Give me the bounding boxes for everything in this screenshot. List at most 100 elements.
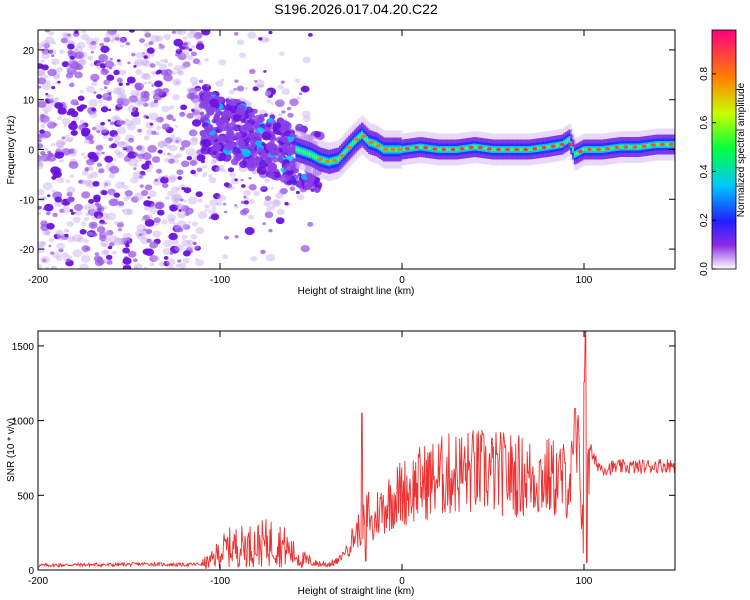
spectrogram-speck <box>116 126 127 135</box>
spectrogram-peak <box>339 153 345 158</box>
spectrogram-speck <box>287 112 294 118</box>
spectrogram-speck <box>122 208 132 216</box>
spectrogram-peak <box>404 147 410 151</box>
spectrogram-speck <box>148 162 152 166</box>
spectrogram-peak <box>650 143 656 147</box>
spectrogram-speck <box>194 245 201 251</box>
spectrogram-speck <box>68 122 78 131</box>
spectrogram-blob <box>286 147 294 155</box>
spectrogram-ridge-cell <box>601 147 605 152</box>
spectrogram-speck <box>41 82 52 91</box>
spectrogram-speck <box>177 52 187 61</box>
spectrogram-speck <box>142 152 152 160</box>
spectrogram-speck <box>139 38 145 43</box>
spectrogram-speck <box>68 60 79 69</box>
spectrogram-ridge-cell <box>359 134 363 139</box>
spectrogram-ridge-cell <box>557 143 561 147</box>
spectrogram-speck <box>38 206 42 210</box>
spectrogram-speck <box>103 79 111 86</box>
spectrogram-speck <box>48 31 55 36</box>
spectrogram-speck <box>116 77 123 83</box>
spectrogram-speck <box>120 98 130 106</box>
spectrogram-speck <box>98 222 105 227</box>
spectrogram-ridge-cell <box>501 147 505 152</box>
spectrogram-blob <box>199 111 205 116</box>
spectrogram-blob <box>214 113 219 118</box>
spectrogram-speck <box>67 148 75 154</box>
spectrogram-speck <box>122 146 128 151</box>
spectrogram-speck <box>117 200 125 207</box>
spectrogram-speck <box>148 41 154 46</box>
spectrogram-speck <box>128 30 135 33</box>
spectrogram-speck <box>93 211 104 219</box>
spectrogram-ridge-cell <box>512 147 516 152</box>
spectrogram-speck <box>177 220 187 229</box>
spectrogram-speck <box>113 221 119 225</box>
spectrogram-speck <box>295 190 300 195</box>
spectrogram-ridge-cell <box>353 139 357 144</box>
spectrogram-peak <box>486 147 492 151</box>
spectrogram-speck <box>55 255 63 261</box>
spectrogram-speck <box>107 119 111 122</box>
spectrogram-speck <box>253 190 260 196</box>
spectrogram-speck <box>78 55 82 58</box>
spectrogram-speck <box>189 76 199 84</box>
spectrogram-speck <box>248 198 255 205</box>
spectrogram-speck <box>145 116 150 119</box>
spectrogram-blob <box>218 121 224 126</box>
snr-ylabel: SNR (10 * v/v) <box>6 418 17 482</box>
spectrogram-speck <box>45 92 49 96</box>
spectrogram-ridge-cell <box>482 146 487 151</box>
spectrogram-speck <box>196 167 203 173</box>
spectrogram-speck <box>108 137 114 142</box>
spectrogram-speck <box>97 258 105 265</box>
spectrogram-speck <box>74 71 83 79</box>
spectrogram-speck <box>75 210 83 216</box>
spectrogram-ridge-cell <box>502 147 507 152</box>
spectrogram-speck <box>149 122 154 126</box>
spectrogram-speck <box>239 52 246 59</box>
spectrogram-speck <box>111 250 117 255</box>
spectrogram-speck <box>51 41 56 45</box>
spectrogram-speck <box>124 145 134 153</box>
spectrogram-speck <box>126 208 134 215</box>
spectrogram-speck <box>183 199 187 203</box>
spectrogram-speck <box>168 105 175 110</box>
spectrogram-speck <box>125 41 131 46</box>
spectrogram-speck <box>240 178 244 182</box>
spectrogram-speck <box>41 52 50 60</box>
spectrogram-speck <box>167 176 177 183</box>
spectrogram-speck <box>143 266 148 269</box>
spectrogram-peak <box>495 147 501 152</box>
spectrogram-speck <box>157 175 162 180</box>
spectrogram-speck <box>163 260 170 267</box>
spectrogram-blob <box>200 145 211 155</box>
spectrogram-speck <box>38 70 46 78</box>
spectrogram-peak <box>514 147 520 152</box>
spectrogram-speck <box>298 92 303 96</box>
spectrogram-speck <box>192 242 197 245</box>
spectrogram-ridge-cell <box>546 145 550 149</box>
spectrogram-speck <box>119 36 127 43</box>
x-tick-label: -200 <box>28 275 48 286</box>
spectrogram-speck <box>42 182 53 191</box>
spectrogram-speck <box>134 113 140 117</box>
spectrogram-ridge-cell <box>335 157 339 163</box>
spectrogram-speck <box>146 238 152 243</box>
spectrogram-speck <box>66 186 76 194</box>
spectrogram-speck <box>204 209 208 212</box>
spectrogram-speck <box>98 168 105 174</box>
spectrogram-speck <box>302 56 311 64</box>
spectrogram-speck <box>90 73 100 82</box>
spectrogram-ridge-cell <box>621 145 625 149</box>
spectrogram-ridge-cell <box>344 149 348 154</box>
spectrogram-speck <box>94 202 100 207</box>
spectrogram-speck <box>134 163 139 167</box>
spectrogram-ridge-cell <box>295 147 299 152</box>
spectrogram-speck <box>110 39 115 43</box>
spectrogram-speck <box>176 169 184 176</box>
spectrogram-speck <box>204 58 209 62</box>
spectrogram-speck <box>258 37 263 41</box>
spectrogram-peak <box>505 147 511 152</box>
